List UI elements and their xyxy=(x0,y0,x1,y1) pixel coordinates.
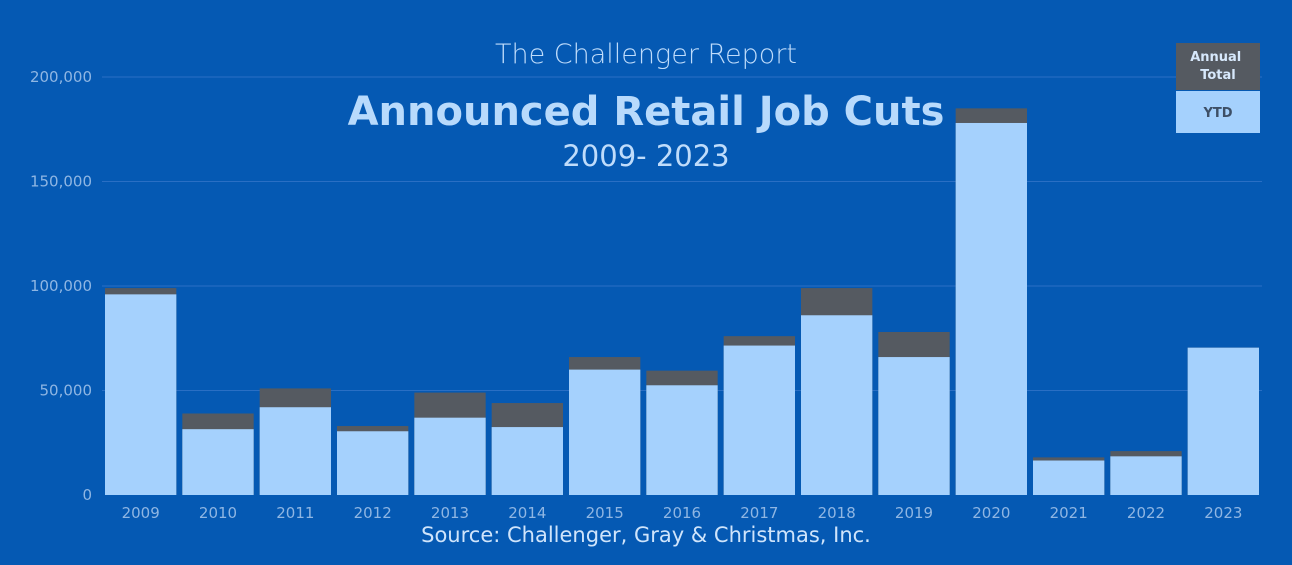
x-tick-label: 2023 xyxy=(1204,504,1242,522)
x-tick-label: 2011 xyxy=(276,504,314,522)
x-tick-label: 2020 xyxy=(972,504,1010,522)
bar-ytd-2015 xyxy=(569,369,641,495)
x-tick-label: 2015 xyxy=(586,504,624,522)
bar-ytd-2018 xyxy=(801,315,873,495)
y-tick-label: 50,000 xyxy=(40,382,93,400)
chart-source: Source: Challenger, Gray & Christmas, In… xyxy=(421,523,871,547)
x-tick-label: 2012 xyxy=(354,504,392,522)
x-tick-label: 2014 xyxy=(508,504,546,522)
y-tick-label: 0 xyxy=(82,486,92,504)
x-tick-label: 2010 xyxy=(199,504,237,522)
x-tick-label: 2021 xyxy=(1050,504,1088,522)
x-tick-label: 2017 xyxy=(740,504,778,522)
chart-subtitle: 2009- 2023 xyxy=(562,139,729,173)
legend-annual-total-swatch xyxy=(1176,43,1260,90)
bar-ytd-2020 xyxy=(955,122,1027,495)
x-tick-label: 2019 xyxy=(895,504,933,522)
y-tick-label: 200,000 xyxy=(30,68,92,86)
y-tick-label: 100,000 xyxy=(30,277,92,295)
bar-ytd-2013 xyxy=(414,417,486,495)
bar-ytd-2017 xyxy=(723,345,795,495)
x-tick-label: 2018 xyxy=(818,504,856,522)
chart-title: Announced Retail Job Cuts xyxy=(348,89,945,135)
bar-ytd-2009 xyxy=(105,294,177,495)
bar-ytd-2014 xyxy=(491,427,563,495)
bar-ytd-2021 xyxy=(1033,460,1105,495)
bar-ytd-2010 xyxy=(182,429,254,495)
bars-layer xyxy=(105,108,1259,495)
x-tick-label: 2016 xyxy=(663,504,701,522)
legend-ytd-swatch xyxy=(1176,91,1260,133)
bar-ytd-2011 xyxy=(259,407,331,495)
x-tick-label: 2009 xyxy=(122,504,160,522)
legend: Annual Total YTD xyxy=(1176,43,1260,133)
chart-super-title: The Challenger Report xyxy=(495,39,797,70)
x-tick-label: 2022 xyxy=(1127,504,1165,522)
bar-ytd-2019 xyxy=(878,357,950,495)
bar-ytd-2023 xyxy=(1187,347,1259,495)
bar-ytd-2022 xyxy=(1110,456,1182,495)
bar-ytd-2016 xyxy=(646,385,718,495)
bar-ytd-2012 xyxy=(337,431,409,495)
ticks-layer: 0 50,000 100,000 150,000 200,000 2009 2010 2011… xyxy=(30,68,1242,522)
x-tick-label: 2013 xyxy=(431,504,469,522)
y-tick-label: 150,000 xyxy=(30,173,92,191)
legend-ytd-label: YTD xyxy=(1202,106,1232,121)
legend-annual-total-label: Annual Total xyxy=(1190,50,1246,83)
